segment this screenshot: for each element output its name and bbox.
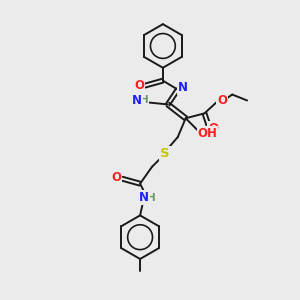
Text: H: H	[147, 193, 155, 202]
Text: S: S	[160, 148, 170, 160]
Text: O: O	[208, 122, 218, 135]
Text: N: N	[132, 94, 142, 107]
Text: OH: OH	[197, 127, 218, 140]
Text: N: N	[178, 81, 188, 94]
Text: O: O	[111, 171, 121, 184]
Text: N: N	[139, 191, 149, 204]
Text: O: O	[217, 94, 227, 107]
Text: O: O	[134, 79, 144, 92]
Text: H: H	[140, 95, 148, 106]
